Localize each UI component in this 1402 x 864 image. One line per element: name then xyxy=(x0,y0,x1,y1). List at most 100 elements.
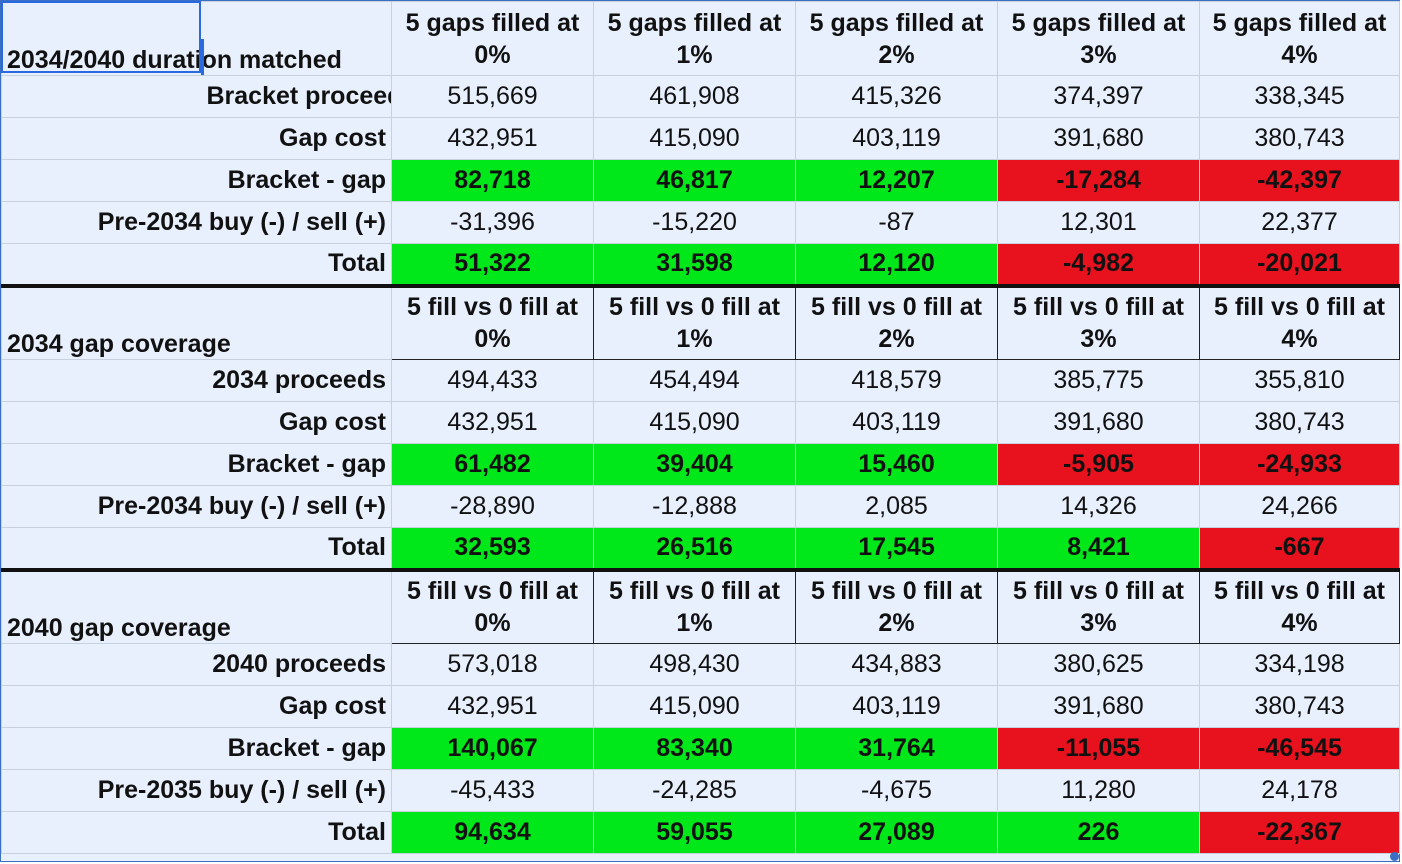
column-header-cell[interactable]: 5 gaps filled at 4% xyxy=(1199,1,1400,76)
value-cell[interactable]: 515,669 xyxy=(391,75,594,118)
value-cell[interactable]: 226 xyxy=(997,811,1200,854)
value-cell[interactable]: 32,593 xyxy=(391,527,594,570)
row-label-cell[interactable]: Bracket - gap xyxy=(201,727,392,770)
value-cell[interactable]: -667 xyxy=(1199,527,1400,570)
value-cell[interactable]: 434,883 xyxy=(795,643,998,686)
value-cell[interactable]: -45,433 xyxy=(391,769,594,812)
value-cell[interactable]: -24,933 xyxy=(1199,443,1400,486)
column-header-cell[interactable]: 5 fill vs 0 fill at 2% xyxy=(795,567,998,644)
row-label-cell[interactable]: Pre-2034 buy (-) / sell (+) xyxy=(1,485,392,528)
value-cell[interactable]: 24,178 xyxy=(1199,769,1400,812)
value-cell[interactable]: 432,951 xyxy=(391,117,594,160)
value-cell[interactable]: -20,021 xyxy=(1199,243,1400,286)
empty-cell[interactable] xyxy=(1,811,202,854)
value-cell[interactable]: 12,207 xyxy=(795,159,998,202)
row-label-cell[interactable]: Bracket - gap xyxy=(201,443,392,486)
column-header-cell[interactable]: 5 gaps filled at 2% xyxy=(795,1,998,76)
value-cell[interactable]: -24,285 xyxy=(593,769,796,812)
row-label-cell[interactable]: Total xyxy=(201,527,392,570)
value-cell[interactable]: 15,460 xyxy=(795,443,998,486)
value-cell[interactable]: 12,301 xyxy=(997,201,1200,244)
value-cell[interactable]: -11,055 xyxy=(997,727,1200,770)
value-cell[interactable]: -4,982 xyxy=(997,243,1200,286)
value-cell[interactable]: -15,220 xyxy=(593,201,796,244)
column-header-cell[interactable]: 5 fill vs 0 fill at 0% xyxy=(391,567,594,644)
value-cell[interactable]: 83,340 xyxy=(593,727,796,770)
value-cell[interactable]: 2,085 xyxy=(795,485,998,528)
value-cell[interactable]: -4,675 xyxy=(795,769,998,812)
value-cell[interactable]: 355,810 xyxy=(1199,359,1400,402)
column-header-cell[interactable]: 5 gaps filled at 1% xyxy=(593,1,796,76)
section-title-cell[interactable]: 2034/2040 duration matched xyxy=(1,1,392,76)
value-cell[interactable]: 17,545 xyxy=(795,527,998,570)
value-cell[interactable]: 418,579 xyxy=(795,359,998,402)
column-header-cell[interactable]: 5 fill vs 0 fill at 1% xyxy=(593,567,796,644)
value-cell[interactable]: 461,908 xyxy=(593,75,796,118)
value-cell[interactable]: 61,482 xyxy=(391,443,594,486)
column-header-cell[interactable]: 5 gaps filled at 3% xyxy=(997,1,1200,76)
value-cell[interactable]: 39,404 xyxy=(593,443,796,486)
value-cell[interactable]: 11,280 xyxy=(997,769,1200,812)
row-label-cell[interactable]: 2034 proceeds xyxy=(201,359,392,402)
value-cell[interactable]: 374,397 xyxy=(997,75,1200,118)
value-cell[interactable]: 498,430 xyxy=(593,643,796,686)
column-header-cell[interactable]: 5 gaps filled at 0% xyxy=(391,1,594,76)
value-cell[interactable]: 415,326 xyxy=(795,75,998,118)
column-header-cell[interactable]: 5 fill vs 0 fill at 3% xyxy=(997,567,1200,644)
value-cell[interactable]: 94,634 xyxy=(391,811,594,854)
column-header-cell[interactable]: 5 fill vs 0 fill at 0% xyxy=(391,283,594,360)
column-header-cell[interactable]: 5 fill vs 0 fill at 4% xyxy=(1199,283,1400,360)
value-cell[interactable]: 380,743 xyxy=(1199,685,1400,728)
value-cell[interactable]: 391,680 xyxy=(997,401,1200,444)
value-cell[interactable]: -42,397 xyxy=(1199,159,1400,202)
value-cell[interactable]: 403,119 xyxy=(795,401,998,444)
value-cell[interactable]: 415,090 xyxy=(593,401,796,444)
section-title-cell[interactable]: 2034 gap coverage xyxy=(1,283,392,360)
row-label-cell[interactable]: Gap cost xyxy=(201,685,392,728)
column-header-cell[interactable]: 5 fill vs 0 fill at 2% xyxy=(795,283,998,360)
value-cell[interactable]: -87 xyxy=(795,201,998,244)
section-title-cell[interactable]: 2040 gap coverage xyxy=(1,567,392,644)
empty-cell[interactable] xyxy=(1,443,202,486)
value-cell[interactable]: 334,198 xyxy=(1199,643,1400,686)
value-cell[interactable]: 391,680 xyxy=(997,685,1200,728)
row-label-cell[interactable]: Pre-2034 buy (-) / sell (+) xyxy=(1,201,392,244)
value-cell[interactable]: 415,090 xyxy=(593,117,796,160)
value-cell[interactable]: 26,516 xyxy=(593,527,796,570)
value-cell[interactable]: 14,326 xyxy=(997,485,1200,528)
empty-cell[interactable] xyxy=(1,643,202,686)
value-cell[interactable]: 385,775 xyxy=(997,359,1200,402)
value-cell[interactable]: 338,345 xyxy=(1199,75,1400,118)
value-cell[interactable]: -46,545 xyxy=(1199,727,1400,770)
empty-cell[interactable] xyxy=(1,359,202,402)
column-header-cell[interactable]: 5 fill vs 0 fill at 3% xyxy=(997,283,1200,360)
value-cell[interactable]: 403,119 xyxy=(795,685,998,728)
value-cell[interactable]: 380,743 xyxy=(1199,401,1400,444)
value-cell[interactable]: 403,119 xyxy=(795,117,998,160)
empty-cell[interactable] xyxy=(1,159,202,202)
value-cell[interactable]: 22,377 xyxy=(1199,201,1400,244)
value-cell[interactable]: -5,905 xyxy=(997,443,1200,486)
value-cell[interactable]: 51,322 xyxy=(391,243,594,286)
value-cell[interactable]: 31,764 xyxy=(795,727,998,770)
value-cell[interactable]: 59,055 xyxy=(593,811,796,854)
value-cell[interactable]: -31,396 xyxy=(391,201,594,244)
row-label-cell[interactable]: Total xyxy=(201,811,392,854)
row-label-cell[interactable]: Bracket - gap xyxy=(201,159,392,202)
value-cell[interactable]: 494,433 xyxy=(391,359,594,402)
value-cell[interactable]: 380,625 xyxy=(997,643,1200,686)
row-label-cell[interactable]: Bracket proceeds xyxy=(201,75,392,118)
value-cell[interactable]: 415,090 xyxy=(593,685,796,728)
value-cell[interactable]: 454,494 xyxy=(593,359,796,402)
column-header-cell[interactable]: 5 fill vs 0 fill at 4% xyxy=(1199,567,1400,644)
empty-cell[interactable] xyxy=(1,727,202,770)
value-cell[interactable]: 432,951 xyxy=(391,685,594,728)
row-label-cell[interactable]: Pre-2035 buy (-) / sell (+) xyxy=(1,769,392,812)
resize-handle[interactable] xyxy=(1390,852,1399,861)
value-cell[interactable]: 8,421 xyxy=(997,527,1200,570)
value-cell[interactable]: 46,817 xyxy=(593,159,796,202)
row-label-cell[interactable]: Total xyxy=(201,243,392,286)
column-header-cell[interactable]: 5 fill vs 0 fill at 1% xyxy=(593,283,796,360)
value-cell[interactable]: 31,598 xyxy=(593,243,796,286)
empty-cell[interactable] xyxy=(1,243,202,286)
